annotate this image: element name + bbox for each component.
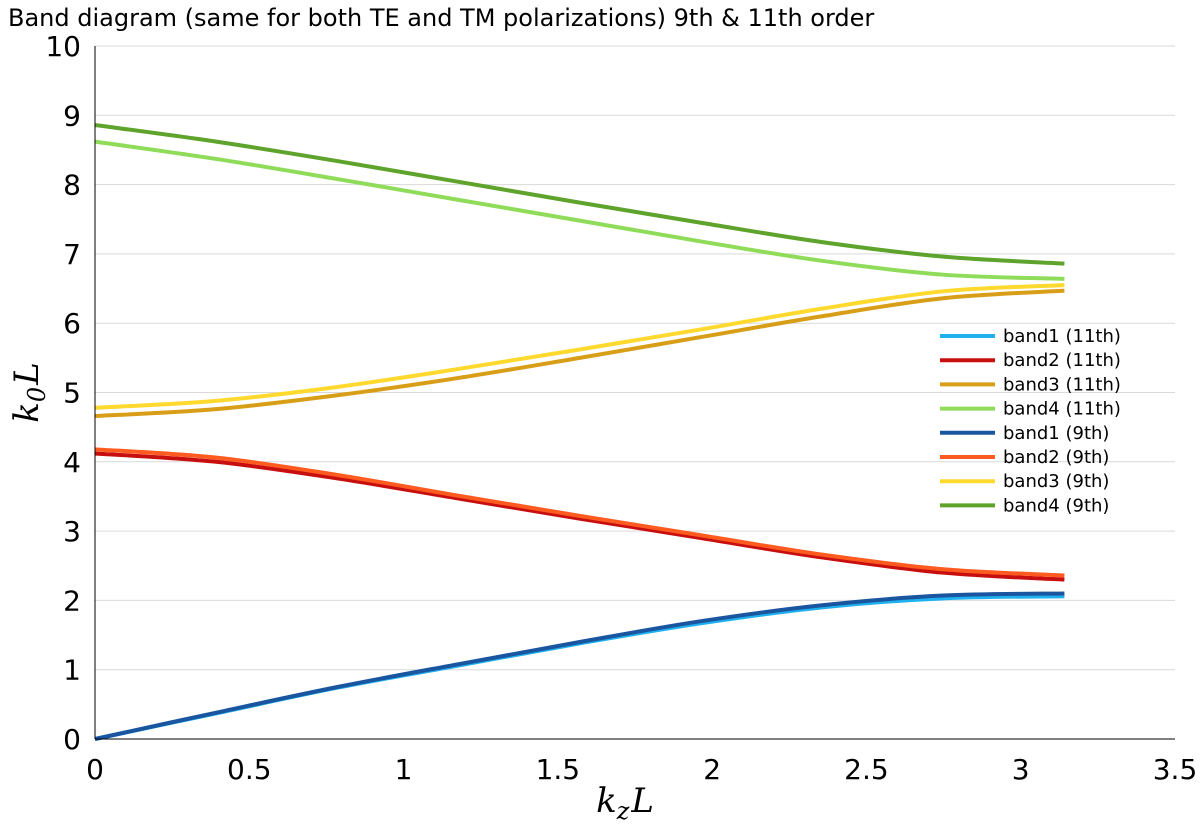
y-tick-label: 5 bbox=[63, 377, 81, 410]
series-line-band4-11th bbox=[94, 139, 1065, 281]
y-tick-label: 10 bbox=[45, 30, 81, 63]
x-tick-label: 2 bbox=[703, 753, 721, 786]
x-tick-label: 1.5 bbox=[536, 753, 581, 786]
y-tick-label: 9 bbox=[63, 99, 81, 132]
legend-label: band4 (9th) bbox=[1003, 495, 1109, 516]
y-tick-label: 2 bbox=[63, 584, 81, 617]
y-tick-label: 1 bbox=[63, 654, 81, 687]
series-line-band3-11th bbox=[94, 288, 1065, 419]
y-tick-label: 7 bbox=[63, 238, 81, 271]
series-line-band1-9th bbox=[94, 591, 1065, 741]
y-tick-label: 4 bbox=[63, 446, 81, 479]
series-line-band3-9th bbox=[94, 283, 1065, 410]
legend-label: band1 (11th) bbox=[1003, 326, 1121, 347]
legend-entry-band2-9th: band2 (9th) bbox=[940, 447, 1109, 468]
legend-entry-band3-9th: band3 (9th) bbox=[940, 471, 1109, 492]
y-axis-label: k0L bbox=[7, 362, 51, 422]
tick-labels: 0 1 2 3 4 5 6 7 8 9 10 0 0.5 1 1.5 2 2.5 3 3.5 bbox=[45, 30, 1197, 786]
axis-label-text: kzL bbox=[596, 781, 654, 825]
legend-label: band3 (9th) bbox=[1003, 471, 1109, 492]
legend-label: band4 (11th) bbox=[1003, 399, 1121, 420]
x-tick-label: 0 bbox=[86, 753, 104, 786]
y-tick-label: 8 bbox=[63, 169, 81, 202]
legend: band1 (11th) band2 (11th) band3 (11th) band… bbox=[940, 326, 1121, 516]
legend-entry-band2-11th: band2 (11th) bbox=[940, 350, 1121, 371]
series-line-band2-9th bbox=[94, 447, 1065, 578]
series-line-band4-9th bbox=[94, 123, 1065, 266]
legend-label: band1 (9th) bbox=[1003, 423, 1109, 444]
legend-entry-band4-11th: band4 (11th) bbox=[940, 399, 1121, 420]
y-tick-label: 0 bbox=[63, 723, 81, 756]
x-tick-label: 1 bbox=[395, 753, 413, 786]
x-axis-label: kzL bbox=[596, 781, 654, 825]
y-tick-label: 6 bbox=[63, 307, 81, 340]
x-tick-label: 3.5 bbox=[1153, 753, 1198, 786]
x-tick-label: 0.5 bbox=[227, 753, 272, 786]
axis-label-text: k0L bbox=[7, 362, 51, 422]
legend-entry-band1-11th: band1 (11th) bbox=[940, 326, 1121, 347]
legend-label: band3 (11th) bbox=[1003, 374, 1121, 395]
x-tick-label: 2.5 bbox=[844, 753, 889, 786]
x-tick-label: 3 bbox=[1012, 753, 1030, 786]
axes bbox=[94, 46, 1175, 740]
series-line-band1-11th bbox=[94, 594, 1065, 741]
y-tick-label: 3 bbox=[63, 515, 81, 548]
chart-title: Band diagram (same for both TE and TM po… bbox=[8, 4, 874, 32]
series-lines bbox=[94, 123, 1065, 741]
series-line-band2-11th bbox=[94, 451, 1065, 582]
legend-label: band2 (11th) bbox=[1003, 350, 1121, 371]
legend-entry-band3-11th: band3 (11th) bbox=[940, 374, 1121, 395]
legend-entry-band4-9th: band4 (9th) bbox=[940, 495, 1109, 516]
legend-label: band2 (9th) bbox=[1003, 447, 1109, 468]
legend-entry-band1-9th: band1 (9th) bbox=[940, 423, 1109, 444]
grid-lines bbox=[95, 45, 1175, 671]
